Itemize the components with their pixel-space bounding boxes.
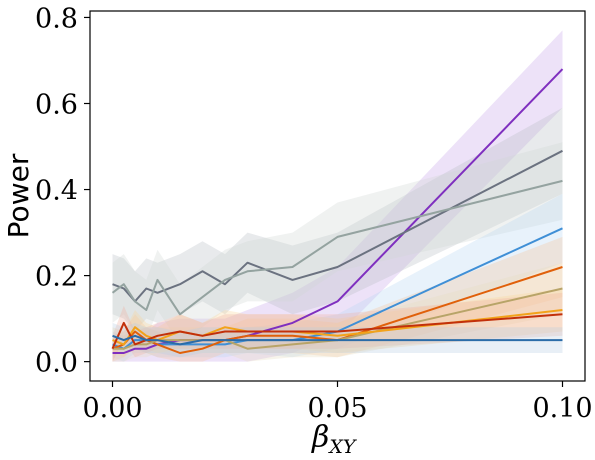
- x-axis-title-main: β: [311, 420, 329, 455]
- series-8-line: [111, 313, 563, 350]
- y-tick-label: 0.8: [35, 3, 78, 34]
- y-tick-label: 0.2: [35, 262, 78, 293]
- y-tick-label: 0.4: [35, 176, 78, 207]
- series-lines: [111, 68, 564, 354]
- series-1-band: [112, 30, 563, 362]
- x-tick-label: 0.10: [532, 393, 592, 424]
- confidence-bands: [112, 30, 563, 362]
- y-tick-label: 0.0: [35, 348, 78, 379]
- x-axis-title-subscript: XY: [327, 436, 358, 458]
- series-3-line: [111, 179, 563, 316]
- x-tick-label: 0.00: [82, 393, 142, 424]
- series-9-line: [112, 334, 563, 346]
- series-6-band: [112, 262, 563, 362]
- x-axis-ticks: 0.00 0.05 0.10: [82, 381, 593, 424]
- series-6-line: [112, 287, 563, 350]
- x-tick-label: 0.05: [307, 393, 367, 424]
- series-2-band: [112, 107, 563, 332]
- x-axis-title: βXY: [311, 420, 358, 458]
- series-5-band: [112, 236, 563, 362]
- series-5-line: [112, 266, 563, 354]
- y-tick-label: 0.6: [35, 90, 78, 121]
- y-axis-title: Power: [2, 153, 35, 238]
- y-axis-ticks: 0.0 0.2 0.4 0.6 0.8: [35, 3, 90, 379]
- series-3-band: [112, 142, 563, 345]
